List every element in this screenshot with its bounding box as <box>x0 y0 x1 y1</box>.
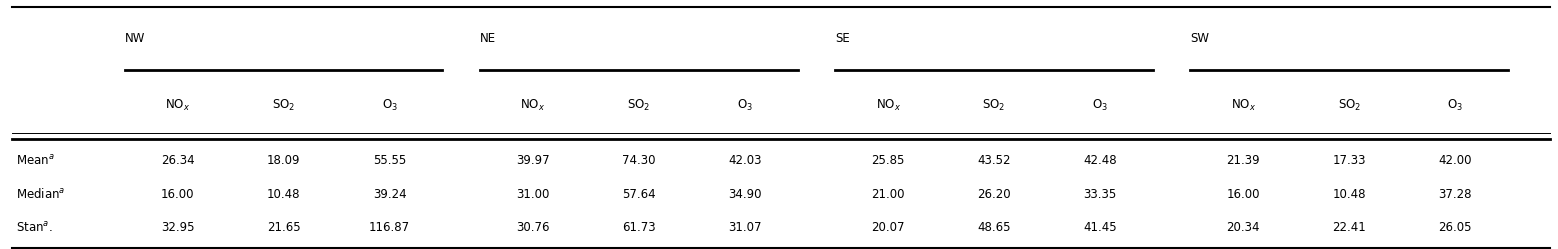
Text: 25.85: 25.85 <box>871 154 905 167</box>
Text: SO$_2$: SO$_2$ <box>273 98 294 113</box>
Text: 41.45: 41.45 <box>1083 221 1117 234</box>
Text: SO$_2$: SO$_2$ <box>628 98 650 113</box>
Text: 31.07: 31.07 <box>728 221 762 234</box>
Text: 17.33: 17.33 <box>1332 154 1366 167</box>
Text: SO$_2$: SO$_2$ <box>1338 98 1360 113</box>
Text: 22.41: 22.41 <box>1332 221 1366 234</box>
Text: O$_3$: O$_3$ <box>737 98 753 113</box>
Text: 39.24: 39.24 <box>372 188 407 201</box>
Text: NO$_x$: NO$_x$ <box>520 98 545 113</box>
Text: 43.52: 43.52 <box>977 154 1011 167</box>
Text: Median$^a$: Median$^a$ <box>16 187 65 201</box>
Text: 31.00: 31.00 <box>516 188 550 201</box>
Text: SW: SW <box>1190 32 1209 45</box>
Text: 32.95: 32.95 <box>160 221 195 234</box>
Text: 18.09: 18.09 <box>266 154 301 167</box>
Text: 61.73: 61.73 <box>622 221 656 234</box>
Text: 16.00: 16.00 <box>160 188 195 201</box>
Text: 26.34: 26.34 <box>160 154 195 167</box>
Text: 33.35: 33.35 <box>1083 188 1117 201</box>
Text: 42.00: 42.00 <box>1438 154 1472 167</box>
Text: 37.28: 37.28 <box>1438 188 1472 201</box>
Text: 21.39: 21.39 <box>1226 154 1260 167</box>
Text: 30.76: 30.76 <box>516 221 550 234</box>
Text: 10.48: 10.48 <box>266 188 301 201</box>
Text: 20.07: 20.07 <box>871 221 905 234</box>
Text: O$_3$: O$_3$ <box>1092 98 1108 113</box>
Text: SO$_2$: SO$_2$ <box>983 98 1005 113</box>
Text: 26.05: 26.05 <box>1438 221 1472 234</box>
Text: NO$_x$: NO$_x$ <box>1231 98 1256 113</box>
Text: 74.30: 74.30 <box>622 154 656 167</box>
Text: 39.97: 39.97 <box>516 154 550 167</box>
Text: Mean$^a$: Mean$^a$ <box>16 154 55 168</box>
Text: 10.48: 10.48 <box>1332 188 1366 201</box>
Text: 20.34: 20.34 <box>1226 221 1260 234</box>
Text: O$_3$: O$_3$ <box>382 98 397 113</box>
Text: 57.64: 57.64 <box>622 188 656 201</box>
Text: 42.03: 42.03 <box>728 154 762 167</box>
Text: NO$_x$: NO$_x$ <box>876 98 901 113</box>
Text: 48.65: 48.65 <box>977 221 1011 234</box>
Text: SE: SE <box>835 32 849 45</box>
Text: NE: NE <box>480 32 495 45</box>
Text: O$_3$: O$_3$ <box>1447 98 1463 113</box>
Text: NW: NW <box>125 32 145 45</box>
Text: 55.55: 55.55 <box>372 154 407 167</box>
Text: NO$_x$: NO$_x$ <box>165 98 190 113</box>
Text: 34.90: 34.90 <box>728 188 762 201</box>
Text: Stan$^a$.: Stan$^a$. <box>16 221 53 235</box>
Text: 42.48: 42.48 <box>1083 154 1117 167</box>
Text: 26.20: 26.20 <box>977 188 1011 201</box>
Text: 116.87: 116.87 <box>369 221 410 234</box>
Text: 16.00: 16.00 <box>1226 188 1260 201</box>
Text: 21.65: 21.65 <box>266 221 301 234</box>
Text: 21.00: 21.00 <box>871 188 905 201</box>
